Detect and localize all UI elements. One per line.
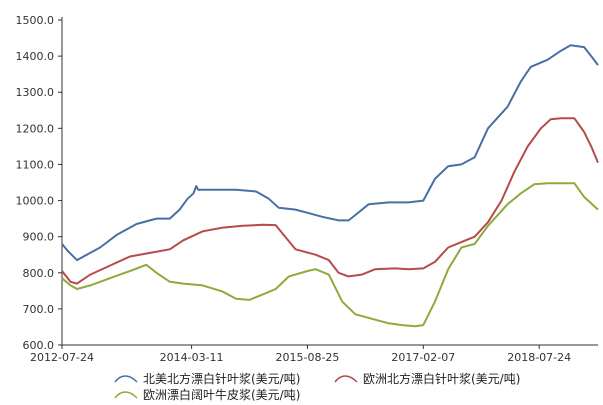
legend-label-1: 北美北方漂白针叶浆(美元/吨) [143, 371, 300, 386]
legend-swatch-1 [114, 375, 138, 383]
y-tick-label: 900.0 [23, 231, 55, 244]
series-line-3 [61, 182, 599, 328]
x-axis: 2012-07-24 2014-03-11 2015-08-25 2017-02-07… [30, 344, 598, 364]
y-tick-label: 1300.0 [16, 86, 55, 99]
x-tick-label: 2018-07-24 [507, 351, 571, 364]
x-tick-label: 2014-03-11 [160, 351, 224, 364]
series-line-1 [61, 44, 599, 262]
legend-item-2: 欧洲北方漂白针叶浆(美元/吨) [334, 371, 520, 386]
legend-item-1: 北美北方漂白针叶浆(美元/吨) [114, 371, 300, 386]
legend-swatch-3 [114, 391, 138, 399]
x-tick-label: 2015-08-25 [275, 351, 339, 364]
x-tick-label: 2012-07-24 [30, 351, 94, 364]
y-tick-label: 1400.0 [16, 50, 55, 63]
series-layer [61, 44, 599, 328]
series-line-2 [61, 117, 599, 285]
legend: 北美北方漂白针叶浆(美元/吨) 欧洲北方漂白针叶浆(美元/吨) 欧洲漂白阔叶牛皮浆(… [114, 371, 520, 402]
y-tick-label: 700.0 [23, 303, 55, 316]
y-tick-label: 1000.0 [16, 195, 55, 208]
x-tick-label: 2017-02-07 [391, 351, 455, 364]
legend-swatch-2 [334, 375, 358, 383]
y-tick-label: 1200.0 [16, 122, 55, 135]
legend-label-3: 欧洲漂白阔叶牛皮浆(美元/吨) [143, 387, 300, 402]
legend-item-3: 欧洲漂白阔叶牛皮浆(美元/吨) [114, 387, 300, 402]
legend-label-2: 欧洲北方漂白针叶浆(美元/吨) [363, 371, 520, 386]
y-tick-label: 1500.0 [16, 14, 55, 27]
y-tick-label: 1100.0 [16, 158, 55, 171]
y-tick-label: 800.0 [23, 267, 55, 280]
y-tick-label: 600.0 [23, 339, 55, 352]
y-axis: 600.0 700.0 800.0 900.0 1000.0 1100.0 1200.0 13… [16, 14, 63, 352]
